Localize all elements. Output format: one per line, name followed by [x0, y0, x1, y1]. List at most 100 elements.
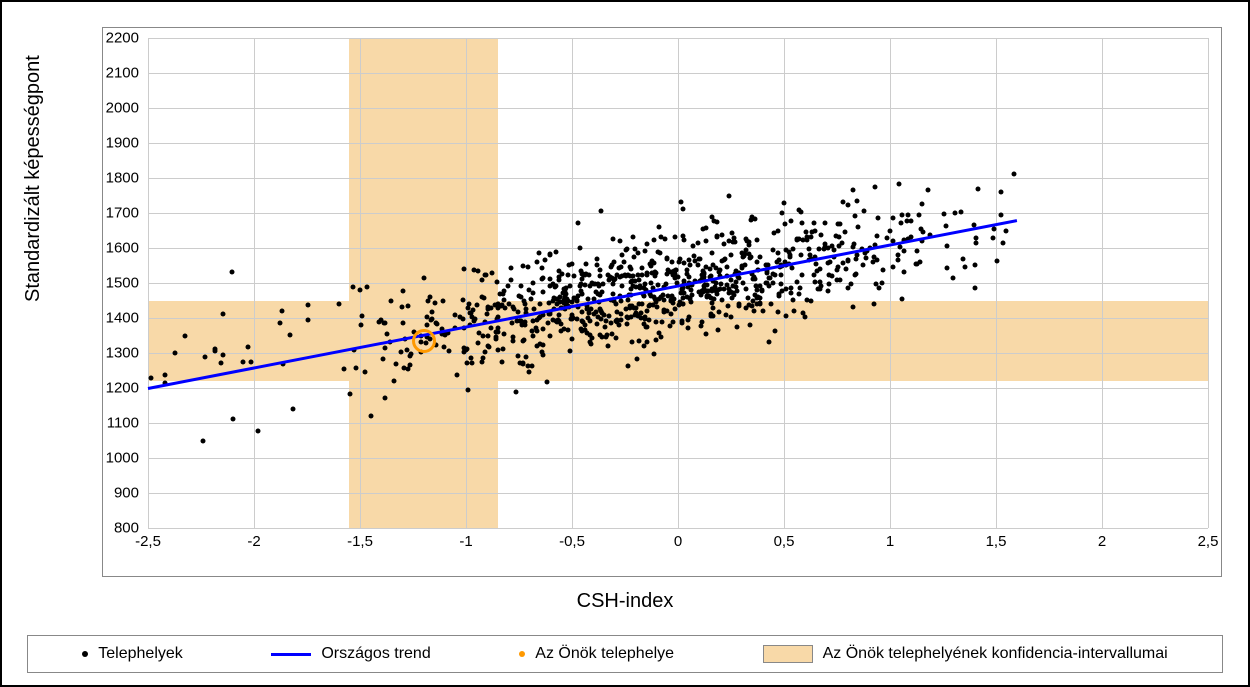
scatter-point: [900, 212, 905, 217]
scatter-point: [547, 276, 552, 281]
scatter-point: [813, 229, 818, 234]
scatter-point: [754, 237, 759, 242]
scatter-point: [687, 263, 692, 268]
scatter-point: [776, 257, 781, 262]
x-tick-label: -1,5: [347, 533, 373, 550]
scatter-point: [460, 297, 465, 302]
scatter-point: [746, 296, 751, 301]
scatter-point: [586, 296, 591, 301]
scatter-point: [710, 250, 715, 255]
scatter-point: [808, 252, 813, 257]
scatter-point: [701, 286, 706, 291]
scatter-point: [400, 305, 405, 310]
scatter-point: [534, 325, 539, 330]
scatter-point: [288, 332, 293, 337]
scatter-point: [757, 255, 762, 260]
scatter-point: [746, 303, 751, 308]
scatter-point: [377, 319, 382, 324]
scatter-point: [787, 253, 792, 258]
scatter-point: [245, 345, 250, 350]
scatter-point: [972, 262, 977, 267]
scatter-point: [973, 240, 978, 245]
scatter-point: [221, 352, 226, 357]
scatter-point: [574, 316, 579, 321]
scatter-point: [999, 212, 1004, 217]
scatter-point: [509, 266, 514, 271]
scatter-point: [479, 360, 484, 365]
scatter-point: [872, 185, 877, 190]
scatter-point: [576, 221, 581, 226]
scatter-point: [597, 267, 602, 272]
scatter-point: [890, 216, 895, 221]
scatter-point: [852, 272, 857, 277]
legend-dot-icon: [82, 651, 88, 657]
scatter-point: [779, 273, 784, 278]
scatter-point: [731, 240, 736, 245]
scatter-point: [511, 339, 516, 344]
scatter-point: [601, 313, 606, 318]
scatter-point: [488, 325, 493, 330]
scatter-point: [620, 273, 625, 278]
scatter-point: [611, 281, 616, 286]
scatter-point: [651, 302, 656, 307]
legend-label: Az Önök telephelyének konfidencia-interv…: [823, 645, 1168, 663]
scatter-point: [405, 304, 410, 309]
scatter-point: [717, 309, 722, 314]
scatter-point: [475, 341, 480, 346]
scatter-point: [649, 281, 654, 286]
scatter-point: [837, 277, 842, 282]
x-tick-label: -1: [459, 533, 472, 550]
scatter-point: [430, 310, 435, 315]
scatter-point: [827, 282, 832, 287]
scatter-point: [992, 226, 997, 231]
scatter-point: [599, 335, 604, 340]
scatter-point: [636, 251, 641, 256]
scatter-point: [530, 364, 535, 369]
scatter-point: [795, 238, 800, 243]
x-tick-label: -0,5: [559, 533, 585, 550]
scatter-point: [692, 259, 697, 264]
legend-label: Telephelyek: [98, 645, 183, 663]
scatter-point: [407, 353, 412, 358]
scatter-point: [583, 261, 588, 266]
x-tick-label: 2: [1098, 533, 1106, 550]
y-tick-label: 1900: [106, 135, 139, 152]
scatter-point: [729, 252, 734, 257]
scatter-point: [834, 268, 839, 273]
legend-line-icon: [271, 653, 311, 656]
scatter-point: [440, 298, 445, 303]
scatter-point: [278, 321, 283, 326]
scatter-point: [698, 257, 703, 262]
scatter-point: [540, 326, 545, 331]
scatter-point: [592, 311, 597, 316]
scatter-point: [484, 311, 489, 316]
scatter-point: [561, 290, 566, 295]
scatter-point: [495, 305, 500, 310]
scatter-point: [722, 242, 727, 247]
scatter-point: [842, 230, 847, 235]
scatter-point: [872, 301, 877, 306]
scatter-point: [359, 322, 364, 327]
scatter-point: [770, 248, 775, 253]
scatter-point: [678, 200, 683, 205]
scatter-point: [401, 320, 406, 325]
scatter-point: [770, 271, 775, 276]
scatter-point: [531, 291, 536, 296]
scatter-point: [792, 309, 797, 314]
scatter-point: [778, 282, 783, 287]
scatter-point: [797, 208, 802, 213]
scatter-point: [618, 238, 623, 243]
scatter-point: [422, 276, 427, 281]
scatter-point: [740, 255, 745, 260]
scatter-point: [711, 313, 716, 318]
scatter-point: [1000, 240, 1005, 245]
scatter-point: [817, 280, 822, 285]
scatter-point: [653, 319, 658, 324]
scatter-point: [580, 272, 585, 277]
scatter-point: [718, 286, 723, 291]
scatter-point: [652, 274, 657, 279]
gridline-v: [890, 38, 891, 528]
scatter-point: [585, 306, 590, 311]
scatter-point: [644, 324, 649, 329]
scatter-point: [726, 193, 731, 198]
